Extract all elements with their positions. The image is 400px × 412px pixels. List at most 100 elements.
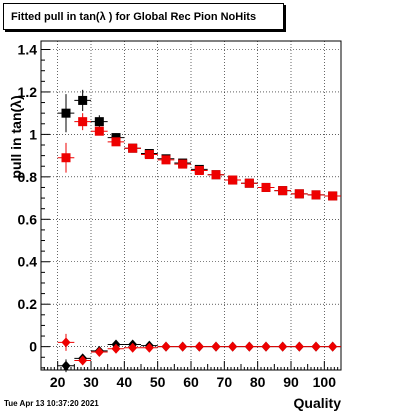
y-tick-label: 0.8	[18, 169, 38, 185]
y-tick-label: 1	[29, 126, 37, 142]
data-point	[291, 341, 308, 352]
data-point	[324, 341, 341, 352]
x-tick-label: 60	[183, 374, 199, 390]
data-point	[107, 137, 125, 147]
data-point	[74, 89, 91, 112]
data-point	[307, 341, 325, 352]
chart-title-box: Fitted pull in tan(λ ) for Global Rec Pi…	[3, 3, 284, 30]
data-point	[141, 342, 158, 353]
diamond-marker	[228, 341, 238, 352]
data-point	[74, 113, 91, 131]
data-point	[191, 341, 208, 352]
x-tick-label: 40	[117, 374, 133, 390]
x-tick-label: 70	[217, 374, 233, 390]
data-point	[57, 94, 75, 133]
y-tick-label: 0.2	[18, 296, 38, 312]
diamond-marker	[111, 343, 121, 354]
diamond-marker	[278, 341, 288, 352]
square-marker	[61, 153, 71, 163]
square-marker	[94, 117, 104, 127]
data-point	[157, 341, 175, 352]
x-tick-label: 100	[313, 374, 337, 390]
data-point	[207, 170, 225, 180]
square-marker	[278, 186, 288, 196]
diamond-marker	[61, 360, 71, 371]
data-point	[124, 143, 141, 153]
y-tick-label: 1.4	[18, 41, 38, 57]
square-marker	[211, 170, 221, 180]
data-point	[257, 341, 275, 352]
data-point	[107, 343, 125, 354]
data-point	[57, 142, 75, 173]
data-point	[307, 190, 325, 200]
y-axis-title: pull in tan(λ)	[8, 95, 24, 178]
x-tick-label: 80	[250, 374, 266, 390]
diamond-marker	[78, 355, 88, 366]
data-point	[124, 342, 141, 353]
y-tick-label: 0.4	[18, 254, 38, 270]
grid-lines	[41, 41, 341, 370]
square-marker	[94, 126, 104, 136]
x-tick-label: 50	[150, 374, 166, 390]
diamond-marker	[261, 341, 271, 352]
data-point	[57, 333, 75, 351]
data-point	[241, 178, 258, 188]
diamond-marker	[94, 346, 104, 357]
series-4	[57, 333, 341, 366]
data-points	[57, 89, 341, 373]
square-marker	[261, 182, 271, 192]
y-tick-label: 0	[29, 339, 37, 355]
square-marker	[161, 155, 171, 165]
series-2	[57, 113, 341, 201]
x-axis-title: Quality	[294, 395, 342, 411]
data-point	[324, 191, 341, 201]
data-point	[174, 159, 191, 169]
square-marker	[128, 143, 138, 153]
square-marker	[61, 108, 71, 118]
square-marker	[178, 159, 188, 169]
axes: 20 30 40 50 60 70 80 90 100 0 0.2 0.4 0.6 0.8 1 1.2 1.4	[18, 40, 342, 390]
square-marker	[194, 165, 204, 175]
timestamp: Tue Apr 13 10:37:20 2021	[4, 399, 99, 408]
diamond-marker	[61, 337, 71, 348]
square-marker	[328, 191, 338, 201]
data-point	[224, 341, 241, 352]
x-tick-label: 90	[283, 374, 299, 390]
diamond-marker	[311, 341, 321, 352]
chart-title: Fitted pull in tan(λ ) for Global Rec Pi…	[11, 10, 257, 23]
diamond-marker	[294, 341, 304, 352]
series-1	[57, 89, 341, 201]
square-marker	[111, 137, 121, 147]
square-marker	[228, 175, 238, 185]
data-point	[91, 126, 108, 136]
diamond-marker	[178, 341, 188, 352]
data-point	[241, 341, 258, 352]
data-point	[257, 182, 275, 192]
data-point	[141, 150, 158, 160]
diamond-marker	[244, 341, 254, 352]
square-marker	[78, 117, 88, 127]
diamond-marker	[328, 341, 338, 352]
data-point	[57, 359, 75, 373]
data-point	[207, 341, 225, 352]
data-point	[174, 341, 191, 352]
data-point	[274, 341, 291, 352]
diamond-marker	[128, 342, 138, 353]
diamond-marker	[161, 341, 171, 352]
diamond-marker	[194, 341, 204, 352]
data-point	[91, 346, 108, 357]
diamond-marker	[211, 341, 221, 352]
y-tick-label: 1.2	[18, 84, 38, 100]
data-point	[191, 165, 208, 175]
data-point	[224, 175, 241, 185]
x-tick-label: 30	[83, 374, 99, 390]
data-point	[91, 115, 108, 129]
square-marker	[311, 190, 321, 200]
data-point	[291, 189, 308, 199]
data-point	[74, 355, 91, 366]
diamond-marker	[144, 342, 154, 353]
data-point	[157, 155, 175, 165]
y-tick-label: 0.6	[18, 211, 38, 227]
data-point	[274, 186, 291, 196]
